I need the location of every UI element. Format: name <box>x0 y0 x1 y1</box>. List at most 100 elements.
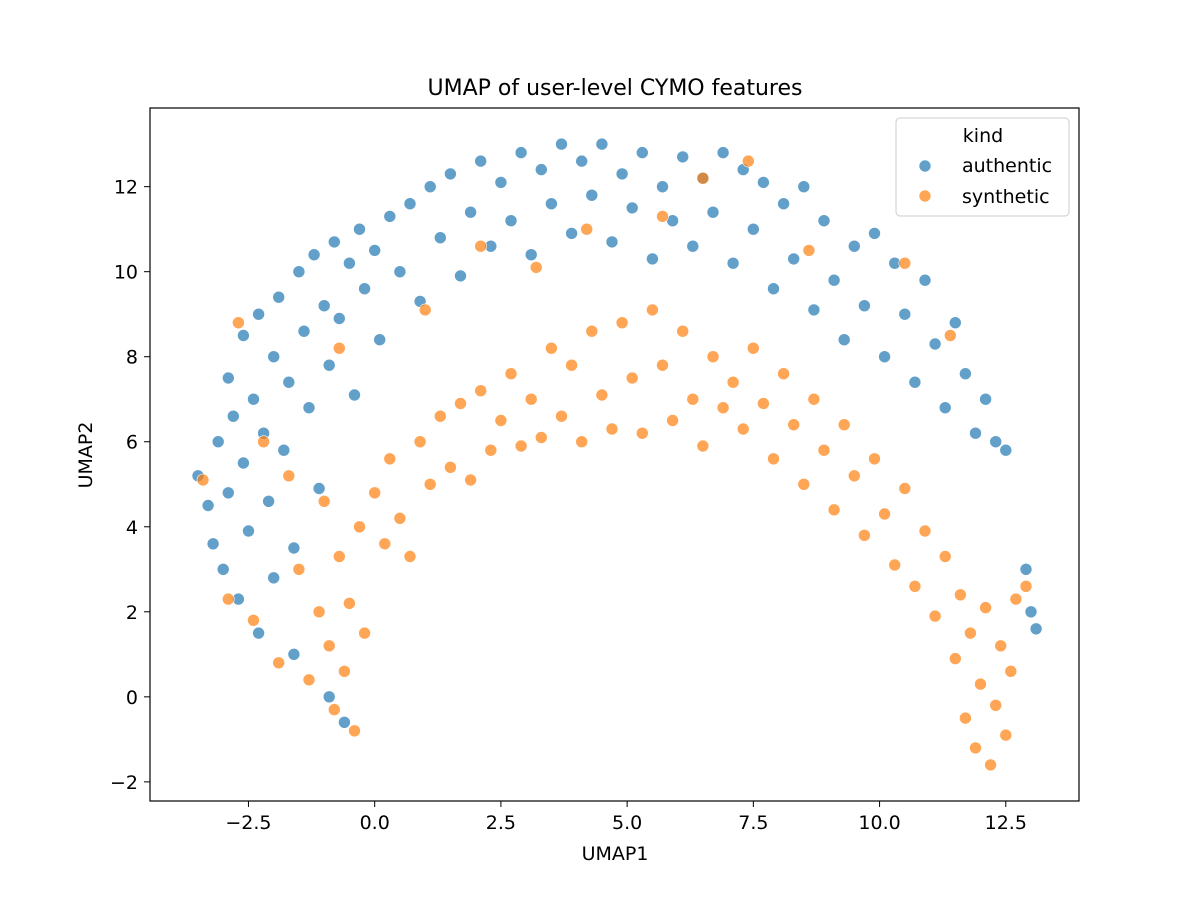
point-synthetic <box>741 154 755 168</box>
y-tick-label: 0 <box>126 687 138 709</box>
point-authentic <box>1029 622 1043 636</box>
point-synthetic <box>1019 579 1033 593</box>
legend-marker-synthetic <box>918 189 932 203</box>
point-synthetic <box>317 494 331 508</box>
point-authentic <box>444 167 457 181</box>
point-authentic <box>383 210 397 223</box>
point-authentic <box>837 333 851 347</box>
point-authentic <box>797 180 811 193</box>
x-tick-label: −2.5 <box>225 812 271 834</box>
point-synthetic <box>257 435 270 449</box>
point-authentic <box>807 303 821 317</box>
point-authentic <box>237 329 250 342</box>
point-synthetic <box>605 422 619 436</box>
legend-label-authentic: authentic <box>962 155 1052 177</box>
point-authentic <box>898 307 912 321</box>
point-authentic <box>585 188 599 202</box>
point-authentic <box>368 244 382 257</box>
point-synthetic <box>837 418 851 432</box>
point-synthetic <box>575 435 589 449</box>
point-synthetic <box>979 601 992 614</box>
point-synthetic <box>332 341 346 355</box>
point-synthetic <box>994 639 1008 653</box>
point-authentic <box>242 524 255 538</box>
point-synthetic <box>514 439 528 453</box>
point-authentic <box>302 401 316 415</box>
point-authentic <box>595 137 609 151</box>
point-synthetic <box>746 341 760 355</box>
point-synthetic <box>464 473 477 487</box>
point-authentic <box>706 205 720 219</box>
point-synthetic <box>797 477 811 491</box>
point-synthetic <box>706 350 720 364</box>
point-synthetic <box>908 579 922 593</box>
point-authentic <box>948 316 962 330</box>
point-synthetic <box>943 329 957 342</box>
point-synthetic <box>433 409 447 423</box>
point-synthetic <box>403 550 417 563</box>
point-authentic <box>348 388 361 402</box>
point-synthetic <box>635 426 649 440</box>
point-authentic <box>403 197 417 210</box>
point-authentic <box>767 282 780 296</box>
point-authentic <box>272 290 286 304</box>
point-synthetic <box>524 392 538 406</box>
point-synthetic <box>696 171 710 185</box>
point-authentic <box>454 269 467 283</box>
point-synthetic <box>504 367 518 381</box>
point-synthetic <box>625 371 639 385</box>
point-authentic <box>297 324 311 338</box>
point-authentic <box>237 456 250 470</box>
point-authentic <box>267 571 281 585</box>
point-synthetic <box>964 626 977 640</box>
point-authentic <box>625 201 639 215</box>
point-synthetic <box>595 388 609 402</box>
point-authentic <box>787 252 801 266</box>
point-synthetic <box>878 507 891 521</box>
y-tick-label: 2 <box>126 602 138 624</box>
x-tick-label: 0.0 <box>360 812 390 834</box>
point-authentic <box>817 214 831 227</box>
y-axis-ticks: −2 0 2 4 6 8 10 12 <box>110 177 150 794</box>
point-synthetic <box>302 673 316 687</box>
y-tick-label: 6 <box>126 432 138 454</box>
point-authentic <box>317 299 331 313</box>
point-synthetic <box>545 341 558 355</box>
point-authentic <box>656 180 669 193</box>
point-authentic <box>777 197 790 210</box>
point-synthetic <box>338 664 351 678</box>
y-tick-label: 8 <box>126 347 138 369</box>
point-authentic <box>343 256 356 270</box>
point-synthetic <box>969 741 982 755</box>
point-synthetic <box>817 443 831 457</box>
point-synthetic <box>666 414 679 427</box>
point-synthetic <box>646 303 659 317</box>
point-authentic <box>267 350 281 364</box>
point-synthetic <box>418 303 432 317</box>
point-synthetic <box>696 439 710 453</box>
point-authentic <box>676 150 690 164</box>
y-axis-label: UMAP2 <box>75 422 97 489</box>
point-authentic <box>358 282 371 296</box>
y-tick-label: 12 <box>114 177 138 199</box>
legend-title: kind <box>963 125 1003 147</box>
point-authentic <box>287 647 301 661</box>
point-synthetic <box>332 550 346 563</box>
point-synthetic <box>898 256 912 270</box>
point-synthetic <box>474 384 488 398</box>
point-synthetic <box>529 261 543 274</box>
point-synthetic <box>454 397 467 410</box>
point-authentic <box>211 435 225 449</box>
point-synthetic <box>918 524 932 538</box>
point-authentic <box>312 482 326 495</box>
point-authentic <box>545 197 558 210</box>
point-authentic <box>878 350 891 364</box>
point-authentic <box>206 537 220 551</box>
point-synthetic <box>615 316 629 330</box>
point-synthetic <box>474 239 488 253</box>
point-synthetic <box>247 613 260 627</box>
point-authentic <box>969 426 982 440</box>
point-synthetic <box>585 324 599 338</box>
x-axis-label: UMAP1 <box>582 843 649 865</box>
